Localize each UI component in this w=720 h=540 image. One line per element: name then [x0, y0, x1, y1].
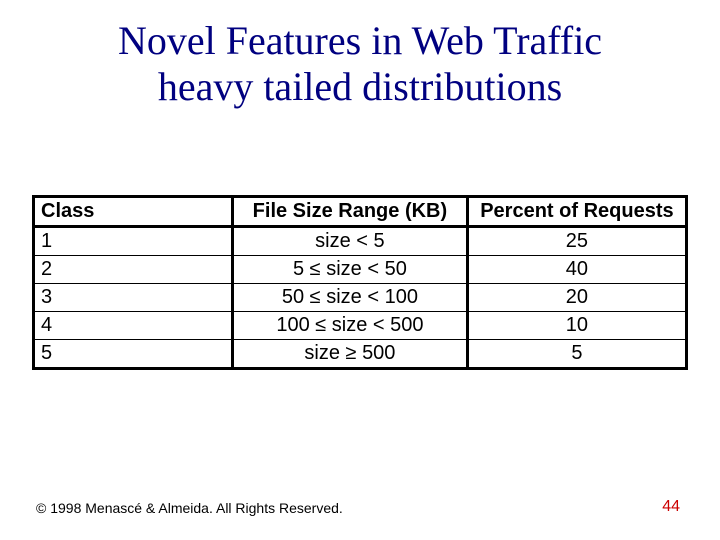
- col-header-percent: Percent of Requests: [467, 197, 686, 227]
- col-header-class: Class: [34, 197, 233, 227]
- slide-title: Novel Features in Web Traffic heavy tail…: [0, 0, 720, 110]
- page-number: 44: [662, 498, 680, 516]
- cell-percent: 10: [467, 312, 686, 340]
- cell-class: 2: [34, 256, 233, 284]
- cell-class: 5: [34, 340, 233, 369]
- col-header-range: File Size Range (KB): [233, 197, 468, 227]
- title-line-1: Novel Features in Web Traffic: [118, 18, 602, 63]
- cell-class: 3: [34, 284, 233, 312]
- cell-class: 4: [34, 312, 233, 340]
- cell-percent: 20: [467, 284, 686, 312]
- cell-range: size ≥ 500: [233, 340, 468, 369]
- cell-range: size < 5: [233, 227, 468, 256]
- cell-range: 100 ≤ size < 500: [233, 312, 468, 340]
- table-row: 5 size ≥ 500 5: [34, 340, 687, 369]
- cell-range: 5 ≤ size < 50: [233, 256, 468, 284]
- cell-range: 50 ≤ size < 100: [233, 284, 468, 312]
- distribution-table: Class File Size Range (KB) Percent of Re…: [32, 195, 688, 370]
- cell-percent: 40: [467, 256, 686, 284]
- table-row: 1 size < 5 25: [34, 227, 687, 256]
- table: Class File Size Range (KB) Percent of Re…: [32, 195, 688, 370]
- cell-percent: 25: [467, 227, 686, 256]
- cell-class: 1: [34, 227, 233, 256]
- table-header-row: Class File Size Range (KB) Percent of Re…: [34, 197, 687, 227]
- copyright-text: © 1998 Menascé & Almeida. All Rights Res…: [36, 500, 343, 516]
- table-row: 3 50 ≤ size < 100 20: [34, 284, 687, 312]
- cell-percent: 5: [467, 340, 686, 369]
- table-row: 2 5 ≤ size < 50 40: [34, 256, 687, 284]
- table-row: 4 100 ≤ size < 500 10: [34, 312, 687, 340]
- title-line-2: heavy tailed distributions: [158, 64, 562, 109]
- slide: Novel Features in Web Traffic heavy tail…: [0, 0, 720, 540]
